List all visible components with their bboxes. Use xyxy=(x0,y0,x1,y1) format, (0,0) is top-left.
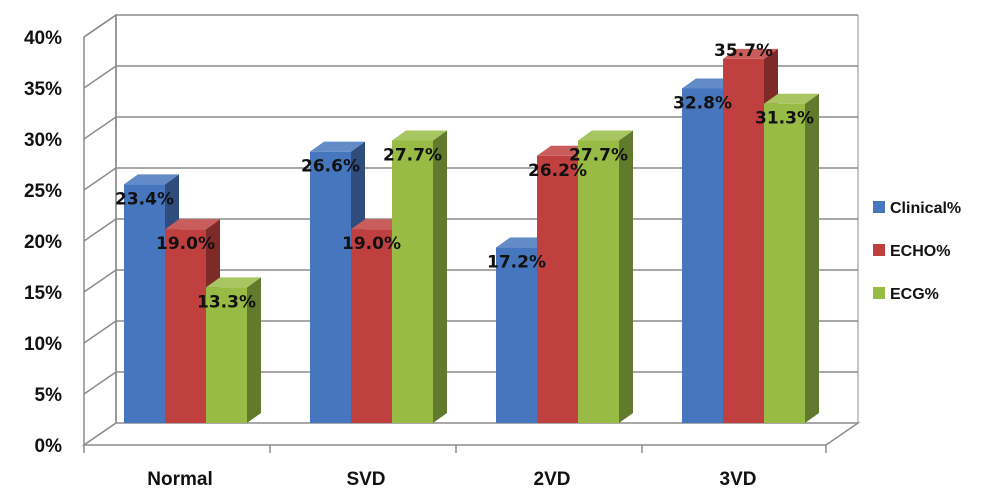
data-label: 31.3% xyxy=(755,109,814,129)
y-tick-label: 30% xyxy=(24,130,62,151)
x-category-label: SVD xyxy=(346,469,385,488)
legend-swatch xyxy=(873,287,885,299)
gridline-side xyxy=(83,167,117,191)
gridline-side xyxy=(83,320,117,344)
bar-ecg-svd xyxy=(392,130,447,423)
data-label: 13.3% xyxy=(197,292,256,312)
y-tick-label: 0% xyxy=(35,436,63,457)
data-label: 32.8% xyxy=(673,93,732,113)
y-tick-label: 10% xyxy=(24,334,62,355)
bar-ecg-2vd xyxy=(578,130,633,423)
legend-swatch xyxy=(873,244,885,256)
data-label: 35.7% xyxy=(714,41,773,61)
x-category-label: Normal xyxy=(147,469,212,488)
data-label: 19.0% xyxy=(342,234,401,254)
y-tick-label: 25% xyxy=(24,181,62,202)
data-label: 26.6% xyxy=(301,157,360,177)
legend-label: ECG% xyxy=(890,286,939,303)
data-label: 17.2% xyxy=(487,253,546,273)
gridline-side xyxy=(83,371,117,395)
data-label: 26.2% xyxy=(528,161,587,181)
gridline-side xyxy=(83,116,117,140)
x-category-label: 3VD xyxy=(720,469,757,488)
gridline-side xyxy=(83,218,117,242)
y-tick-label: 35% xyxy=(24,79,62,100)
legend-item-ecg: ECG% xyxy=(873,286,939,303)
data-label: 27.7% xyxy=(569,145,628,165)
floor xyxy=(81,422,861,446)
y-tick-label: 15% xyxy=(24,283,62,304)
gridline-side xyxy=(83,65,117,89)
legend-label: ECHO% xyxy=(890,243,950,260)
data-label: 19.0% xyxy=(156,234,215,254)
bar-ecg-3vd xyxy=(764,93,819,424)
legend-item-echo: ECHO% xyxy=(873,243,950,260)
legend-item-clinical: Clinical% xyxy=(873,200,961,217)
data-label: 23.4% xyxy=(115,189,174,209)
data-label: 27.7% xyxy=(383,145,442,165)
y-tick-label: 5% xyxy=(35,385,63,406)
x-category-label: 2VD xyxy=(534,469,571,488)
gridline-side xyxy=(83,269,117,293)
legend-swatch xyxy=(873,201,885,213)
y-tick-label: 40% xyxy=(24,28,62,49)
bar-ecg-normal xyxy=(206,277,261,423)
legend-label: Clinical% xyxy=(890,200,961,217)
y-tick-label: 20% xyxy=(24,232,62,253)
gridline-side xyxy=(83,14,117,38)
